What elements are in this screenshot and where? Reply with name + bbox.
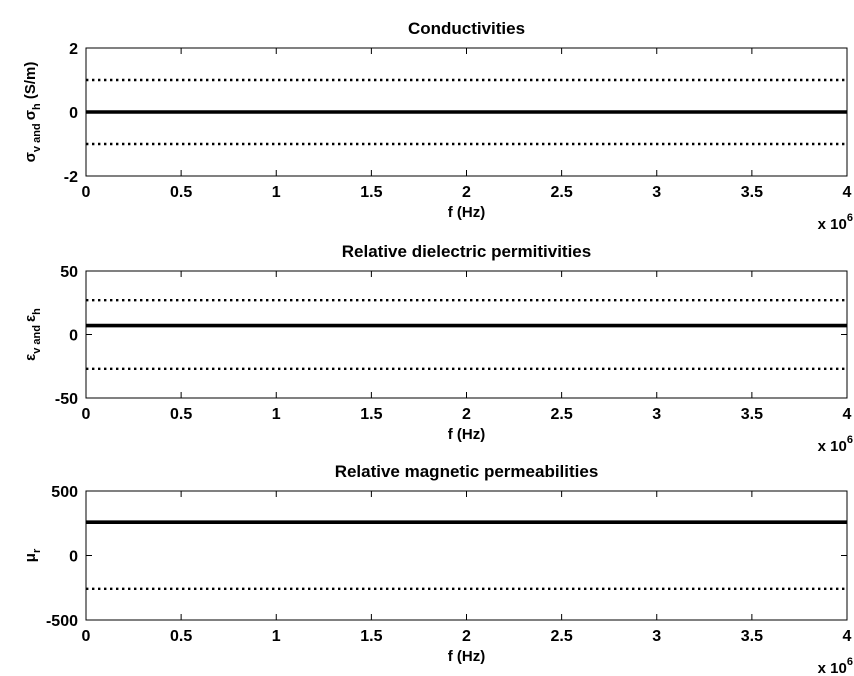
x-tick-label: 3.5 bbox=[741, 406, 763, 423]
x-tick-label: 0.5 bbox=[170, 184, 192, 201]
y-label-sub2: h bbox=[31, 103, 43, 110]
y-tick-label: -2 bbox=[64, 169, 78, 186]
x-tick-label: 3 bbox=[652, 628, 661, 645]
x-tick-label: 1.5 bbox=[360, 406, 382, 423]
x-tick-label: 0 bbox=[82, 184, 91, 201]
x-axis-multiplier: x 106 bbox=[818, 434, 853, 455]
y-tick-label: 500 bbox=[51, 484, 78, 501]
x-tick-label: 1 bbox=[272, 628, 281, 645]
y-axis-label: μr bbox=[22, 548, 43, 562]
y-tick-label: 0 bbox=[69, 105, 78, 122]
x-tick-label: 2 bbox=[462, 406, 471, 423]
x-tick-label: 0 bbox=[82, 406, 91, 423]
x-tick-label: 4 bbox=[843, 628, 852, 645]
y-label-symbol2: ε bbox=[22, 315, 39, 322]
x-tick-label: 1 bbox=[272, 406, 281, 423]
x-axis-label: f (Hz) bbox=[448, 648, 486, 665]
chart-title: Relative dielectric permitivities bbox=[342, 242, 591, 261]
x-axis-multiplier: x 106 bbox=[818, 656, 853, 676]
x-tick-label: 1.5 bbox=[360, 628, 382, 645]
y-label-symbol2: σ bbox=[22, 110, 39, 120]
x-multiplier-exponent: 6 bbox=[847, 434, 853, 446]
x-axis-multiplier: x 106 bbox=[818, 212, 853, 233]
y-label-symbol1: σ bbox=[22, 152, 39, 162]
x-axis-label: f (Hz) bbox=[448, 426, 486, 443]
y-label-symbol1: ε bbox=[22, 354, 39, 361]
x-multiplier-base: x 10 bbox=[818, 438, 847, 455]
plot-frame bbox=[85, 270, 848, 399]
y-tick-label: 50 bbox=[60, 264, 78, 281]
chart-panel-2: Relative dielectric permitivities 0 0.5 1 1.… bbox=[22, 242, 853, 455]
y-axis-label: εv and εh bbox=[22, 308, 43, 361]
y-label-sub1: v and bbox=[31, 120, 43, 152]
x-multiplier-base: x 10 bbox=[818, 216, 847, 233]
x-tick-label: 3.5 bbox=[741, 628, 763, 645]
x-multiplier-base: x 10 bbox=[818, 660, 847, 676]
plot-frame bbox=[85, 490, 848, 621]
chart-title: Conductivities bbox=[408, 19, 525, 38]
y-tick-label: -500 bbox=[46, 613, 78, 630]
x-tick-label: 0 bbox=[82, 628, 91, 645]
x-multiplier-exponent: 6 bbox=[847, 212, 853, 224]
y-tick-label: -50 bbox=[55, 391, 78, 408]
x-tick-label: 3.5 bbox=[741, 184, 763, 201]
y-label-unit: (S/m) bbox=[22, 62, 39, 104]
y-tick-label: 0 bbox=[69, 328, 78, 345]
x-tick-label: 4 bbox=[843, 406, 852, 423]
y-tick-label: 2 bbox=[69, 41, 78, 58]
x-tick-label: 3 bbox=[652, 184, 661, 201]
x-tick-label: 1.5 bbox=[360, 184, 382, 201]
x-tick-label: 2.5 bbox=[551, 628, 573, 645]
y-label-symbol1: μ bbox=[22, 553, 39, 562]
x-tick-label: 1 bbox=[272, 184, 281, 201]
x-tick-label: 3 bbox=[652, 406, 661, 423]
y-axis-label: σv and σh (S/m) bbox=[22, 62, 43, 163]
chart-title: Relative magnetic permeabilities bbox=[335, 462, 599, 481]
y-label-sub2: h bbox=[31, 308, 43, 315]
x-tick-label: 0.5 bbox=[170, 406, 192, 423]
x-tick-label: 0.5 bbox=[170, 628, 192, 645]
x-multiplier-exponent: 6 bbox=[847, 656, 853, 668]
x-tick-label: 2 bbox=[462, 628, 471, 645]
y-label-sub1: v and bbox=[31, 322, 43, 354]
x-tick-label: 2 bbox=[462, 184, 471, 201]
x-tick-label: 2.5 bbox=[551, 406, 573, 423]
x-tick-label: 4 bbox=[843, 184, 852, 201]
x-tick-label: 2.5 bbox=[551, 184, 573, 201]
chart-panel-3: Relative magnetic permeabilities 0 0.5 1 1.5… bbox=[22, 462, 853, 676]
x-axis-label: f (Hz) bbox=[448, 204, 486, 221]
y-tick-label: 0 bbox=[69, 549, 78, 566]
y-label-sub1: r bbox=[31, 548, 43, 553]
